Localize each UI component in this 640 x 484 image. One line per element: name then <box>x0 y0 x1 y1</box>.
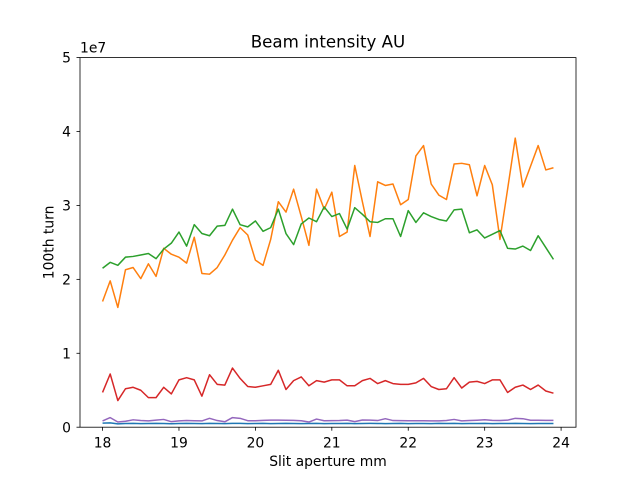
x-tick-label: 19 <box>170 436 188 452</box>
y-tick-label: 0 <box>62 420 71 436</box>
x-tick-label: 23 <box>476 436 494 452</box>
y-tick-label: 1 <box>62 346 71 362</box>
axes-spines <box>79 57 577 428</box>
y-tick-label: 3 <box>62 199 71 215</box>
plot-area <box>101 137 555 425</box>
chart-title: Beam intensity AU <box>251 32 406 51</box>
y-axis-offset-text: 1e7 <box>80 41 106 57</box>
y-tick-label: 2 <box>62 272 71 288</box>
series-orange-line <box>101 137 554 309</box>
series-green-line <box>102 206 555 269</box>
series-purple-line <box>102 416 554 423</box>
x-tick-label: 22 <box>399 436 417 452</box>
y-axis-label: 100th turn <box>42 206 58 280</box>
x-tick-label: 18 <box>94 436 112 452</box>
series-red-line <box>101 367 554 402</box>
y-tick-label: 5 <box>62 51 71 67</box>
series-blue-line <box>102 422 554 425</box>
y-tick-label: 4 <box>62 125 71 141</box>
x-tick-label: 24 <box>552 436 570 452</box>
x-tick-label: 20 <box>247 436 265 452</box>
x-axis-label: Slit aperture mm <box>269 454 387 470</box>
x-tick-label: 21 <box>323 436 341 452</box>
